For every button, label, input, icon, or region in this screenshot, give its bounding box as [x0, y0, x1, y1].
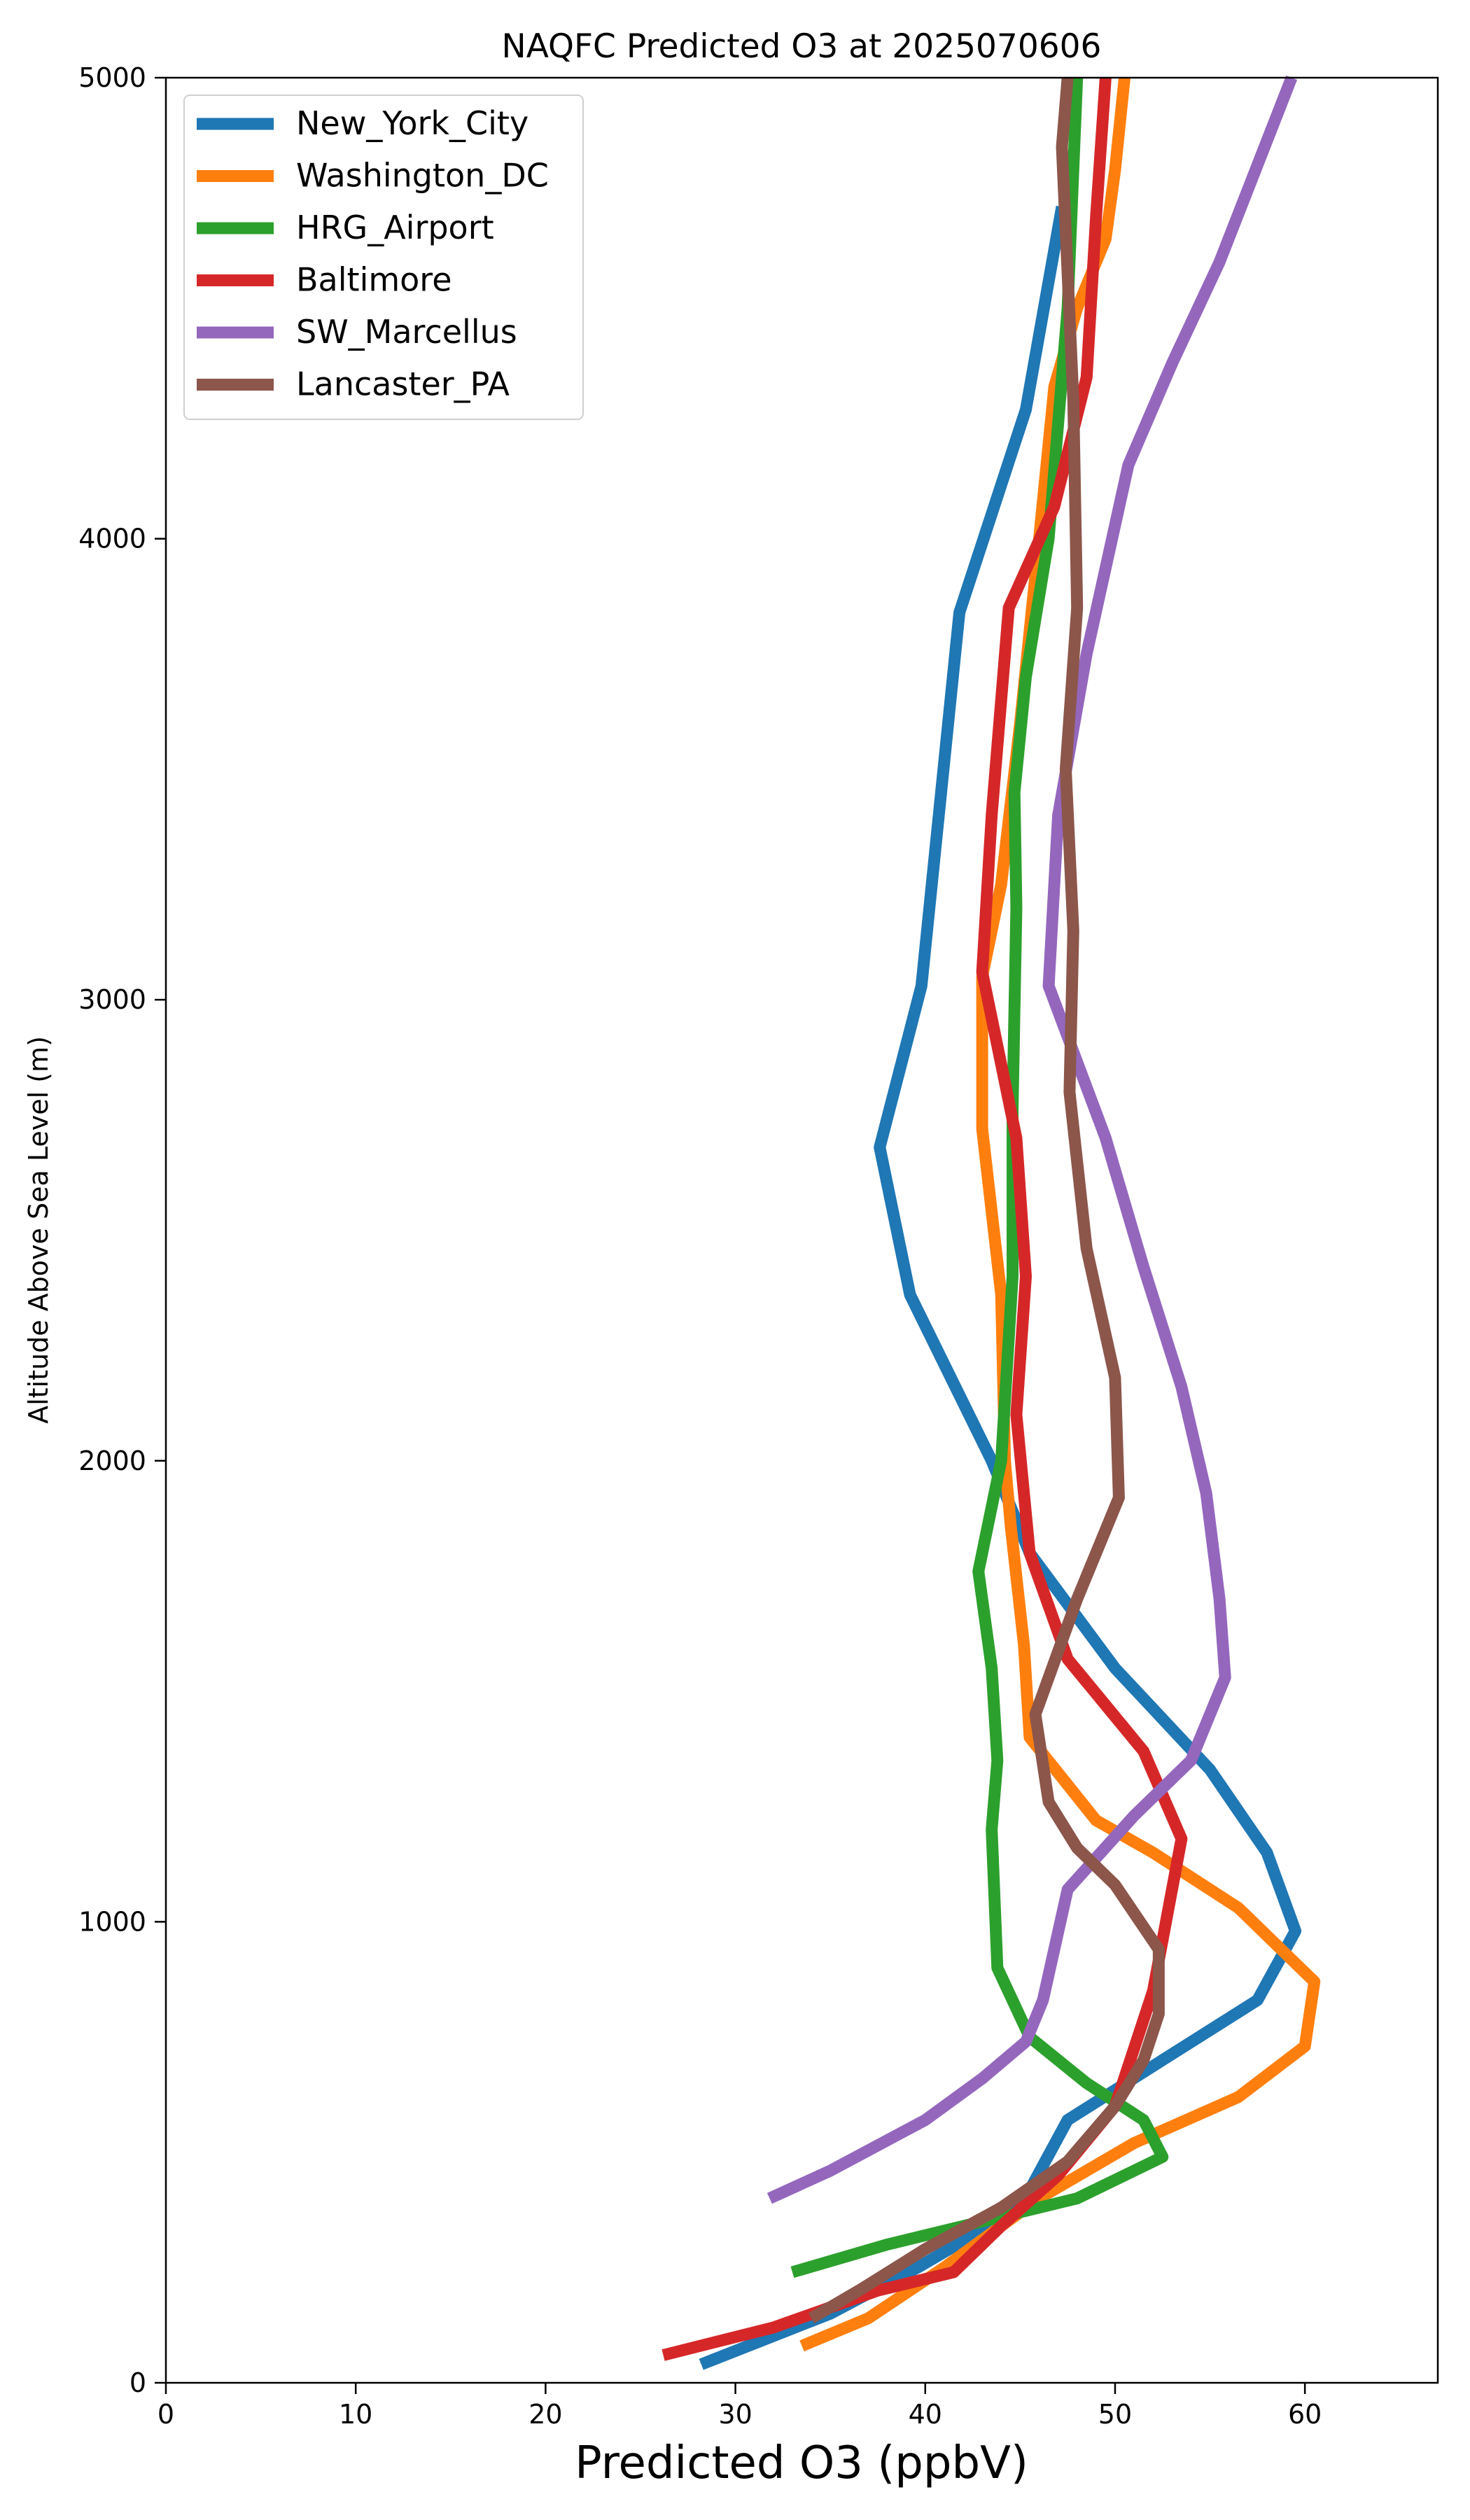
x-tick-label-2: 20 [528, 2399, 562, 2430]
y-tick-label-3: 3000 [78, 984, 146, 1015]
legend-label-1: Washington_DC [296, 157, 549, 195]
series-line-5 [808, 77, 1165, 2324]
chart-title: NAQFC Predicted O3 at 2025070606 [502, 27, 1102, 66]
y-tick-label-2: 2000 [78, 1446, 146, 1476]
legend-label-5: Lancaster_PA [296, 365, 510, 403]
legend: New_York_City Washington_DC HRG_Airport Bal… [183, 94, 584, 420]
legend-label-2: HRG_Airport [296, 209, 494, 246]
legend-label-0: New_York_City [296, 104, 528, 142]
y-axis-label: Altitude Above Sea Level (m) [23, 1036, 54, 1424]
x-tick-label-4: 40 [909, 2399, 942, 2430]
x-tick-label-3: 30 [718, 2399, 752, 2430]
legend-label-3: Baltimore [296, 261, 452, 299]
plot-series-group [662, 75, 1321, 2370]
y-tick-label-1: 1000 [78, 1906, 146, 1937]
y-tick-label-4: 4000 [78, 524, 146, 554]
series-line-4 [766, 75, 1298, 2204]
x-axis-label: Predicted O3 (ppbV) [575, 2437, 1028, 2489]
axes-group: 0 10 20 30 40 50 60 0 1000 2000 3000 4000 5000 [78, 62, 1439, 2430]
legend-box [183, 94, 584, 420]
y-tick-label-0: 0 [130, 2367, 146, 2398]
x-tick-label-0: 0 [158, 2399, 174, 2430]
y-tick-label-5: 5000 [78, 62, 146, 93]
plot-frame [164, 76, 1439, 2384]
series-line-3 [662, 77, 1188, 2361]
series-line-2 [790, 77, 1169, 2278]
legend-label-4: SW_Marcellus [296, 313, 517, 351]
x-tick-label-6: 60 [1288, 2399, 1322, 2430]
x-tick-label-5: 50 [1098, 2399, 1132, 2430]
x-tick-label-1: 10 [339, 2399, 372, 2430]
